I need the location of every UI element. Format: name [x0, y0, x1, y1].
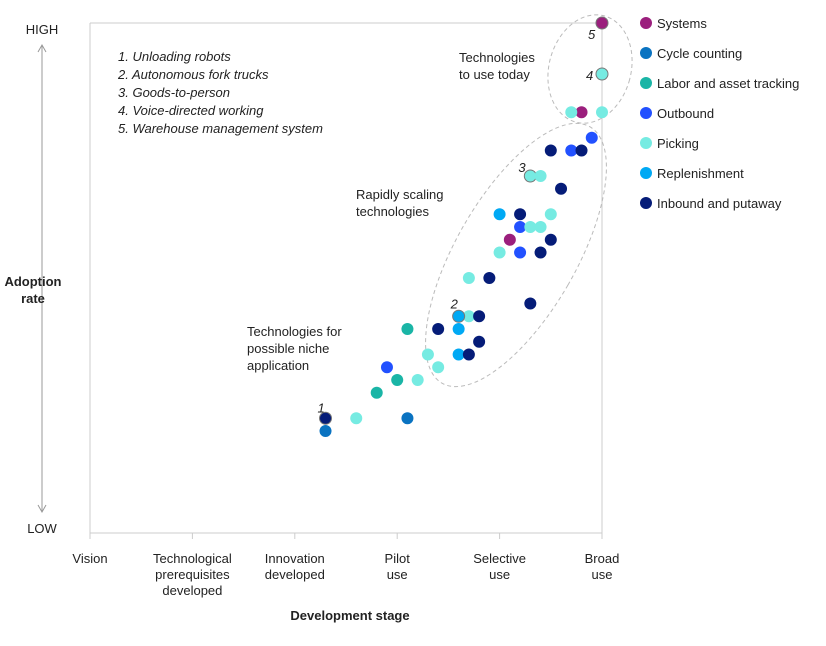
data-point: [534, 221, 547, 233]
data-point: [493, 246, 506, 259]
data-point: [462, 348, 475, 361]
arrow-up-icon: [37, 43, 47, 53]
legend-marker: [640, 107, 652, 119]
data-point: [432, 323, 445, 335]
x-tick-label: Technological prerequisites developed: [153, 551, 232, 598]
y-high-label: HIGH: [26, 22, 59, 37]
x-tick-label: Vision: [72, 551, 107, 566]
data-point: [523, 169, 537, 183]
cluster-annotation: Technologies for: [247, 324, 342, 339]
x-tick-label: Selective use: [473, 551, 526, 582]
data-point: [391, 374, 404, 386]
data-point: [421, 348, 434, 361]
legend-label: Inbound and putaway: [657, 196, 782, 211]
y-low-label: LOW: [27, 521, 57, 536]
data-point: [462, 272, 475, 284]
data-point: [319, 411, 333, 425]
data-point: [575, 106, 588, 119]
numbered-list-item: 1. Unloading robots: [118, 49, 231, 64]
numbered-list-item: 2. Autonomous fork trucks: [117, 67, 269, 82]
point-number-label: 3: [518, 160, 526, 175]
data-point: [585, 131, 598, 144]
data-point: [514, 246, 527, 259]
data-point: [370, 386, 383, 399]
point-number-label: 4: [586, 68, 593, 83]
numbered-list-item: 5. Warehouse management system: [118, 121, 323, 136]
data-point: [473, 335, 486, 348]
cluster-annotation: possible niche: [247, 341, 329, 356]
x-tick-label: Broad use: [585, 551, 620, 582]
data-point: [555, 182, 568, 195]
legend-label: Cycle counting: [657, 46, 742, 61]
cluster-annotation: Rapidly scaling: [356, 187, 443, 202]
data-point: [524, 221, 537, 233]
legend-label: Outbound: [657, 106, 714, 121]
data-point: [401, 323, 414, 335]
legend-marker: [640, 77, 652, 89]
data-point: [462, 310, 475, 323]
data-point: [596, 106, 608, 119]
data-point: [473, 310, 486, 323]
data-point: [595, 67, 609, 81]
cluster-annotation: Technologies: [459, 50, 535, 65]
data-point: [534, 170, 547, 182]
legend-marker: [640, 197, 652, 209]
cluster-ellipse-today: [547, 14, 633, 124]
legend-label: Picking: [657, 136, 699, 151]
data-point: [565, 106, 578, 119]
x-tick-label: Innovation developed: [265, 551, 325, 582]
numbered-list-item: 3. Goods-to-person: [118, 85, 230, 100]
data-point: [432, 361, 445, 374]
data-point: [483, 272, 496, 284]
cluster-annotation: technologies: [356, 204, 429, 219]
data-point: [401, 412, 414, 425]
data-point: [595, 16, 609, 30]
data-point: [452, 348, 465, 361]
data-point: [544, 233, 557, 246]
x-axis-title: Development stage: [290, 608, 409, 623]
legend-marker: [640, 17, 652, 29]
data-point: [319, 425, 332, 437]
data-point: [565, 144, 578, 157]
data-point: [411, 374, 424, 386]
legend-label: Replenishment: [657, 166, 744, 181]
data-point: [575, 144, 588, 157]
cluster-annotation: application: [247, 358, 309, 373]
data-point: [514, 221, 527, 233]
point-number-label: 2: [450, 296, 459, 311]
point-number-label: 1: [318, 400, 325, 415]
x-tick-label: Pilot use: [385, 551, 411, 582]
data-point: [534, 246, 547, 259]
cluster-annotation: to use today: [459, 67, 530, 82]
data-point: [452, 309, 466, 323]
data-point: [350, 412, 363, 425]
data-point: [524, 297, 537, 310]
data-point: [452, 323, 465, 335]
data-point: [514, 208, 527, 221]
y-axis-title: rate: [21, 291, 45, 306]
cluster-ellipse-scaling: [425, 122, 607, 388]
legend-label: Systems: [657, 16, 707, 31]
data-point: [380, 361, 393, 374]
data-point: [544, 144, 557, 157]
numbered-list-item: 4. Voice-directed working: [118, 103, 264, 118]
point-number-label: 5: [588, 27, 596, 42]
legend-marker: [640, 47, 652, 59]
data-point: [503, 233, 516, 246]
legend-marker: [640, 137, 652, 149]
data-point: [544, 208, 557, 221]
data-point: [493, 208, 506, 221]
arrow-down-icon: [37, 504, 47, 514]
legend-marker: [640, 167, 652, 179]
legend-label: Labor and asset tracking: [657, 76, 799, 91]
y-axis-title: Adoption: [4, 274, 61, 289]
